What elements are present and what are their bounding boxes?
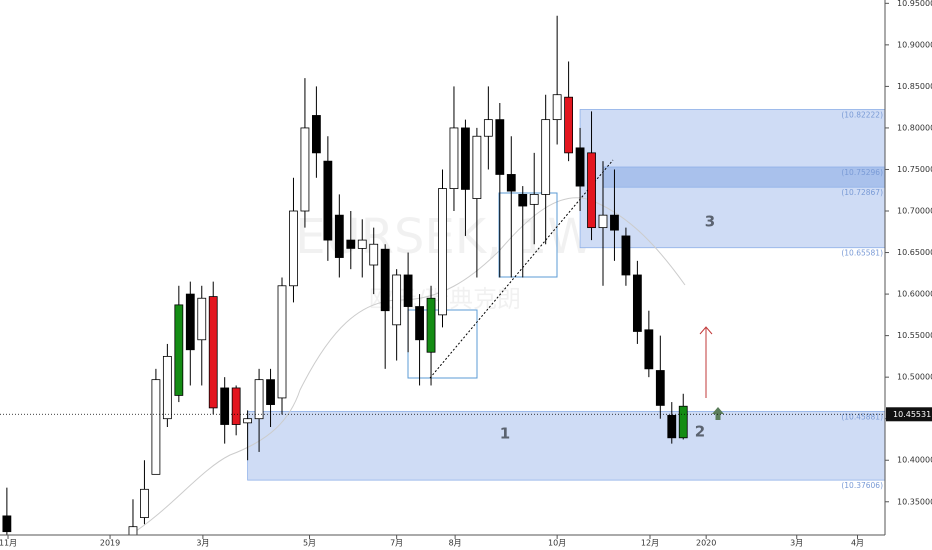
candle-body <box>506 174 516 192</box>
y-tick-label: 10.40000 <box>897 456 932 465</box>
zone <box>247 410 886 481</box>
candle-body <box>610 214 619 231</box>
candle-body <box>346 239 356 249</box>
candle-body <box>575 147 585 187</box>
candle-body <box>2 515 12 533</box>
x-tick-label: 11月 <box>0 539 17 548</box>
candle-body <box>289 210 298 287</box>
candle-body <box>220 387 230 425</box>
candle-body <box>483 119 493 137</box>
candle-body <box>678 405 688 439</box>
candle-body <box>300 127 310 212</box>
candle-body <box>208 296 218 409</box>
candle-body <box>552 94 562 121</box>
candle-body <box>266 379 275 405</box>
candle-body <box>403 274 413 307</box>
last-price-label: 10.45531 <box>893 410 931 419</box>
candle-body <box>426 297 436 353</box>
y-tick-label: 10.90000 <box>897 40 932 49</box>
y-tick-label: 10.70000 <box>897 207 932 216</box>
x-tick-label: 5月 <box>303 539 316 548</box>
x-tick-label: 2020 <box>696 539 716 548</box>
candle-body <box>380 248 390 312</box>
trend-line <box>429 159 614 379</box>
candle-body <box>357 239 367 249</box>
candle-body <box>254 379 264 420</box>
x-tick-label: 10月 <box>548 539 566 548</box>
arrow-head <box>699 326 713 335</box>
candle-body <box>541 119 551 195</box>
zone-label: (10.75296) <box>841 168 883 177</box>
candle-body <box>518 193 528 207</box>
x-tick-label: 3月 <box>790 539 803 548</box>
candle-body <box>185 293 195 351</box>
candle-body <box>449 127 459 189</box>
y-tick-label: 10.65000 <box>897 248 932 257</box>
candle-body <box>277 285 287 399</box>
zone-label: (10.72867) <box>841 188 883 197</box>
candle-body <box>472 135 482 199</box>
y-tick-label: 10.50000 <box>897 373 932 382</box>
candle-body <box>128 526 138 536</box>
candle-body <box>564 96 574 154</box>
candle-body <box>667 414 677 439</box>
candle-body <box>644 329 654 370</box>
candle-body <box>323 160 333 241</box>
candle-body <box>529 193 539 205</box>
candle-body <box>495 119 505 175</box>
y-tick-label: 10.35000 <box>897 497 932 506</box>
outline-box <box>498 192 558 278</box>
x-tick-label: 8月 <box>449 539 462 548</box>
candle-body <box>197 297 207 341</box>
candle-body <box>174 304 184 396</box>
candle-body <box>598 214 608 229</box>
last-price-box <box>886 407 932 422</box>
candle-body <box>461 127 470 190</box>
zone-label: (10.65581) <box>841 249 883 258</box>
y-tick-label: 10.80000 <box>897 123 932 132</box>
y-tick-label: 10.75000 <box>897 165 932 174</box>
candle-body <box>334 214 344 258</box>
y-tick-label: 10.55000 <box>897 331 932 340</box>
candle-body <box>231 387 241 425</box>
zones: (10.45881) (10.37606) (10.82222) (10.65581)… <box>247 109 886 490</box>
zone-label: (10.82222) <box>841 110 883 119</box>
zone-label: (10.45881) <box>841 412 883 421</box>
candle-body <box>632 274 642 332</box>
zone-label: (10.37606) <box>841 481 883 490</box>
annotation: 2 <box>695 423 705 441</box>
annotation: 1 <box>500 425 510 443</box>
candle-body <box>162 355 172 420</box>
x-tick-label: 2019 <box>100 539 120 548</box>
x-tick-label: 3月 <box>196 539 209 548</box>
y-tick-label: 10.60000 <box>897 290 932 299</box>
x-tick-label: 7月 <box>390 539 403 548</box>
candle-body <box>243 418 253 424</box>
candle-body <box>621 235 631 276</box>
candle-body <box>140 488 149 518</box>
y-tick-label: 10.95000 <box>897 0 932 8</box>
candle-body <box>655 370 665 406</box>
candle-body <box>311 115 321 154</box>
up-arrow <box>712 407 724 420</box>
candle-body <box>415 306 424 341</box>
candle-body <box>369 243 379 266</box>
annotation: 3 <box>705 213 715 231</box>
y-tick-label: 10.85000 <box>897 82 932 91</box>
candle-body <box>151 379 161 475</box>
x-tick-label: 4月 <box>851 539 864 548</box>
candle-body <box>392 274 402 326</box>
candle-body <box>587 152 596 229</box>
candle-body <box>438 188 447 316</box>
candles <box>2 15 688 536</box>
x-tick-label: 12月 <box>641 539 659 548</box>
